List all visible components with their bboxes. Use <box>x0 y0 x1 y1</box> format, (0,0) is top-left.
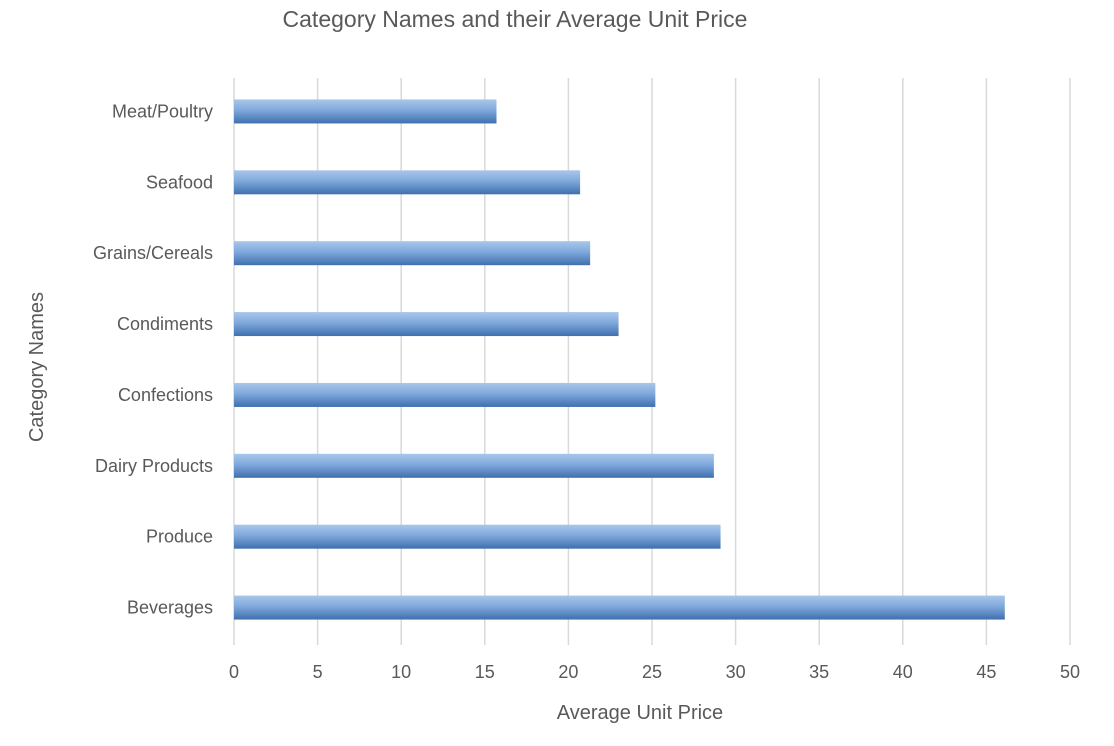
x-tick-label: 0 <box>229 662 239 682</box>
category-label: Seafood <box>146 172 213 192</box>
category-labels: Meat/Poultry Seafood Grains/Cereals Condime… <box>93 101 213 617</box>
chart-title: Category Names and their Average Unit Pr… <box>283 6 748 32</box>
bar <box>234 382 656 407</box>
bar <box>234 453 714 478</box>
category-label: Meat/Poultry <box>112 101 213 121</box>
category-label: Dairy Products <box>95 456 213 476</box>
x-tick-label: 20 <box>558 662 578 682</box>
x-tick-label: 5 <box>313 662 323 682</box>
category-label: Condiments <box>117 314 213 334</box>
gridlines <box>233 78 1071 645</box>
x-tick-label: 25 <box>642 662 662 682</box>
x-tick-labels: 0 5 10 15 20 25 30 35 40 45 50 <box>229 662 1080 682</box>
x-tick-label: 30 <box>726 662 746 682</box>
bar <box>234 524 721 549</box>
bars <box>234 99 1005 620</box>
y-axis-title: Category Names <box>26 292 48 442</box>
x-tick-label: 45 <box>976 662 996 682</box>
bar <box>234 170 581 195</box>
bar <box>234 99 497 124</box>
category-label: Confections <box>118 385 213 405</box>
x-tick-label: 10 <box>391 662 411 682</box>
x-tick-label: 50 <box>1060 662 1080 682</box>
bar <box>234 241 591 266</box>
category-label: Grains/Cereals <box>93 243 213 263</box>
x-tick-label: 15 <box>475 662 495 682</box>
x-tick-label: 40 <box>893 662 913 682</box>
x-axis-title: Average Unit Price <box>557 702 723 724</box>
category-label: Produce <box>146 527 213 547</box>
bar <box>234 312 619 337</box>
x-tick-label: 35 <box>809 662 829 682</box>
bar <box>234 595 1005 620</box>
category-label: Beverages <box>127 598 213 618</box>
